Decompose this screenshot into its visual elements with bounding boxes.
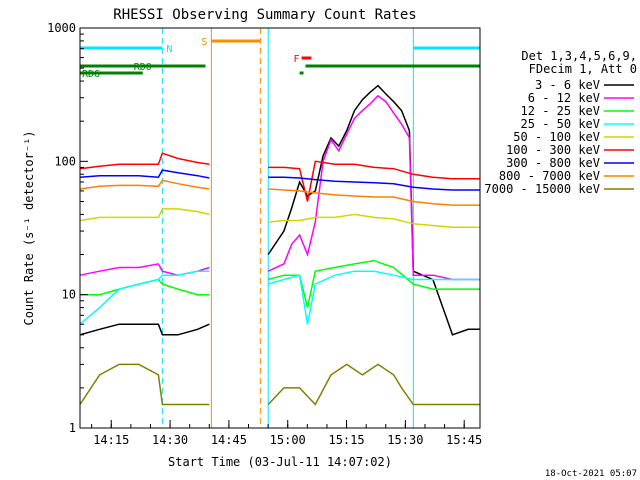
plot-area: N S F RD0 RD6 — [79, 28, 481, 428]
series-line-50-100-kev-0 — [79, 208, 210, 222]
series-line-25-50-kev-0 — [79, 270, 210, 325]
x-tick-label-1: 14:30 — [152, 433, 188, 447]
x-tick-label-0: 14:15 — [93, 433, 129, 447]
series-line-800-7000-kev-0 — [79, 179, 210, 190]
legend-label-4: 50 - 100 keV — [513, 130, 600, 144]
series-line-300-800-kev-0 — [79, 169, 210, 179]
x-tick-label-4: 15:15 — [328, 433, 364, 447]
legend-label-2: 12 - 25 keV — [521, 104, 600, 118]
x-axis-label: Start Time (03-Jul-11 14:07:02) — [168, 455, 392, 469]
series-line-12-25-kev-0 — [80, 278, 210, 296]
date-stamp: 18-Oct-2021 05:07 — [545, 469, 637, 479]
legend-label-3: 25 - 50 keV — [521, 117, 600, 131]
legend-header-1: FDecim 1, Att 0 — [529, 62, 637, 76]
series-line-3-6-kev-1 — [267, 84, 480, 336]
legend-label-6: 300 - 800 keV — [506, 156, 600, 170]
axes: 14:15 14:30 14:45 15:00 15:15 15:30 15:45 1 10 10… — [47, 21, 482, 447]
legend-label-5: 100 - 300 keV — [506, 143, 600, 157]
y-tick-label-2: 100 — [54, 154, 76, 168]
flag-label-rd6: RD6 — [82, 69, 100, 80]
x-tick-label-2: 14:45 — [211, 433, 247, 447]
legend-header-0: Det 1,3,4,5,6,9, — [521, 49, 637, 63]
legend-label-1: 6 - 12 keV — [528, 91, 600, 105]
series-line-6-12-kev-1 — [267, 94, 480, 281]
legend: Det 1,3,4,5,6,9,FDecim 1, Att 0 3 - 6 keV… — [484, 49, 637, 196]
series-line-300-800-kev-1 — [268, 176, 480, 191]
series-line-3-6-kev-0 — [79, 323, 210, 336]
series-line-7000-15000-kev-0 — [79, 363, 210, 406]
series-line-7000-15000-kev-1 — [267, 363, 480, 406]
series-line-800-7000-kev-1 — [268, 188, 480, 206]
y-tick-label-0: 1 — [69, 421, 76, 435]
flag-label-f: F — [294, 54, 300, 65]
x-tick-label-3: 15:00 — [270, 433, 306, 447]
legend-label-7: 800 - 7000 keV — [499, 169, 600, 183]
legend-label-0: 3 - 6 keV — [535, 78, 600, 92]
series-line-100-300-kev-1 — [268, 160, 480, 202]
y-tick-label-1: 10 — [62, 288, 76, 302]
series-line-100-300-kev-0 — [79, 152, 210, 170]
y-axis-label: Count Rate (s⁻¹ detector⁻¹) — [22, 130, 36, 325]
series-line-25-50-kev-1 — [267, 270, 480, 325]
legend-label-8: 7000 - 15000 keV — [484, 182, 600, 196]
plot-frame — [79, 27, 481, 429]
flag-label-n: N — [166, 44, 172, 55]
y-tick-label-3: 1000 — [47, 21, 76, 35]
series-line-50-100-kev-1 — [268, 213, 480, 229]
x-tick-label-5: 15:30 — [387, 433, 423, 447]
flag-label-s: S — [201, 37, 207, 48]
chart-title: RHESSI Observing Summary Count Rates — [113, 7, 416, 23]
series-line-12-25-kev-1 — [268, 259, 480, 308]
x-tick-label-6: 15:45 — [446, 433, 482, 447]
flag-label-rd0: RD0 — [134, 62, 152, 73]
